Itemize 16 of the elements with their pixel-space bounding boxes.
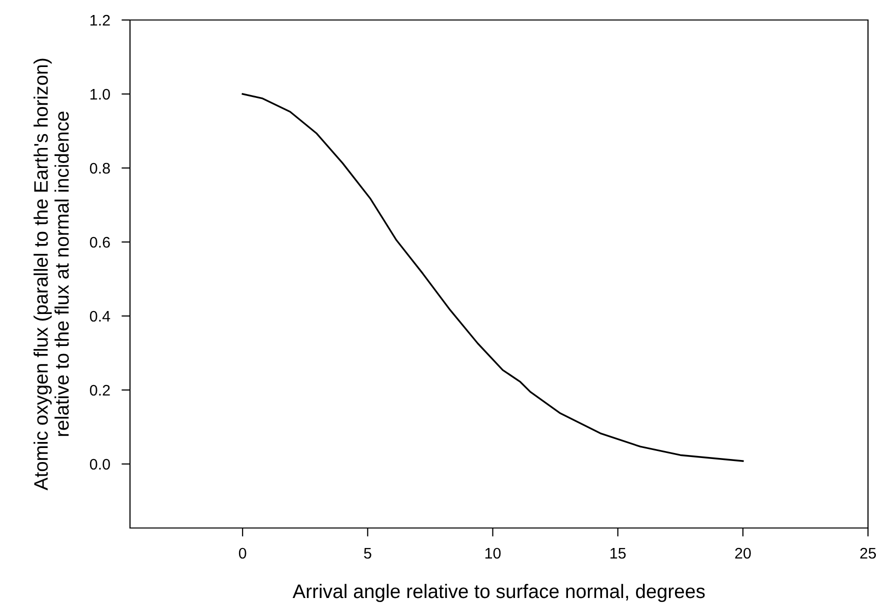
line-series (242, 93, 744, 462)
y-tick-label: 0.0 (90, 458, 110, 470)
x-tick-label: 15 (610, 548, 626, 559)
x-axis-title: Arrival angle relative to surface normal, degrees (292, 584, 705, 602)
y-tick-label: 0.6 (90, 236, 110, 248)
x-tick-label: 0 (238, 548, 246, 559)
y-tick-label: 0.2 (90, 384, 110, 396)
y-tick-label: 0.4 (90, 310, 110, 322)
x-tick-label: 25 (860, 548, 876, 559)
y-axis-title: Atomic oxygen flux (parallel to the Earth's horizon) relative to the flux at normal incidence (34, 58, 69, 490)
x-tick-label: 10 (485, 548, 501, 559)
y-tick-label: 1.0 (90, 88, 110, 100)
x-tick-label: 5 (364, 548, 372, 559)
y-tick-label: 1.2 (90, 14, 110, 26)
y-tick-label: 0.8 (90, 162, 110, 174)
x-tick-label: 20 (735, 548, 751, 559)
